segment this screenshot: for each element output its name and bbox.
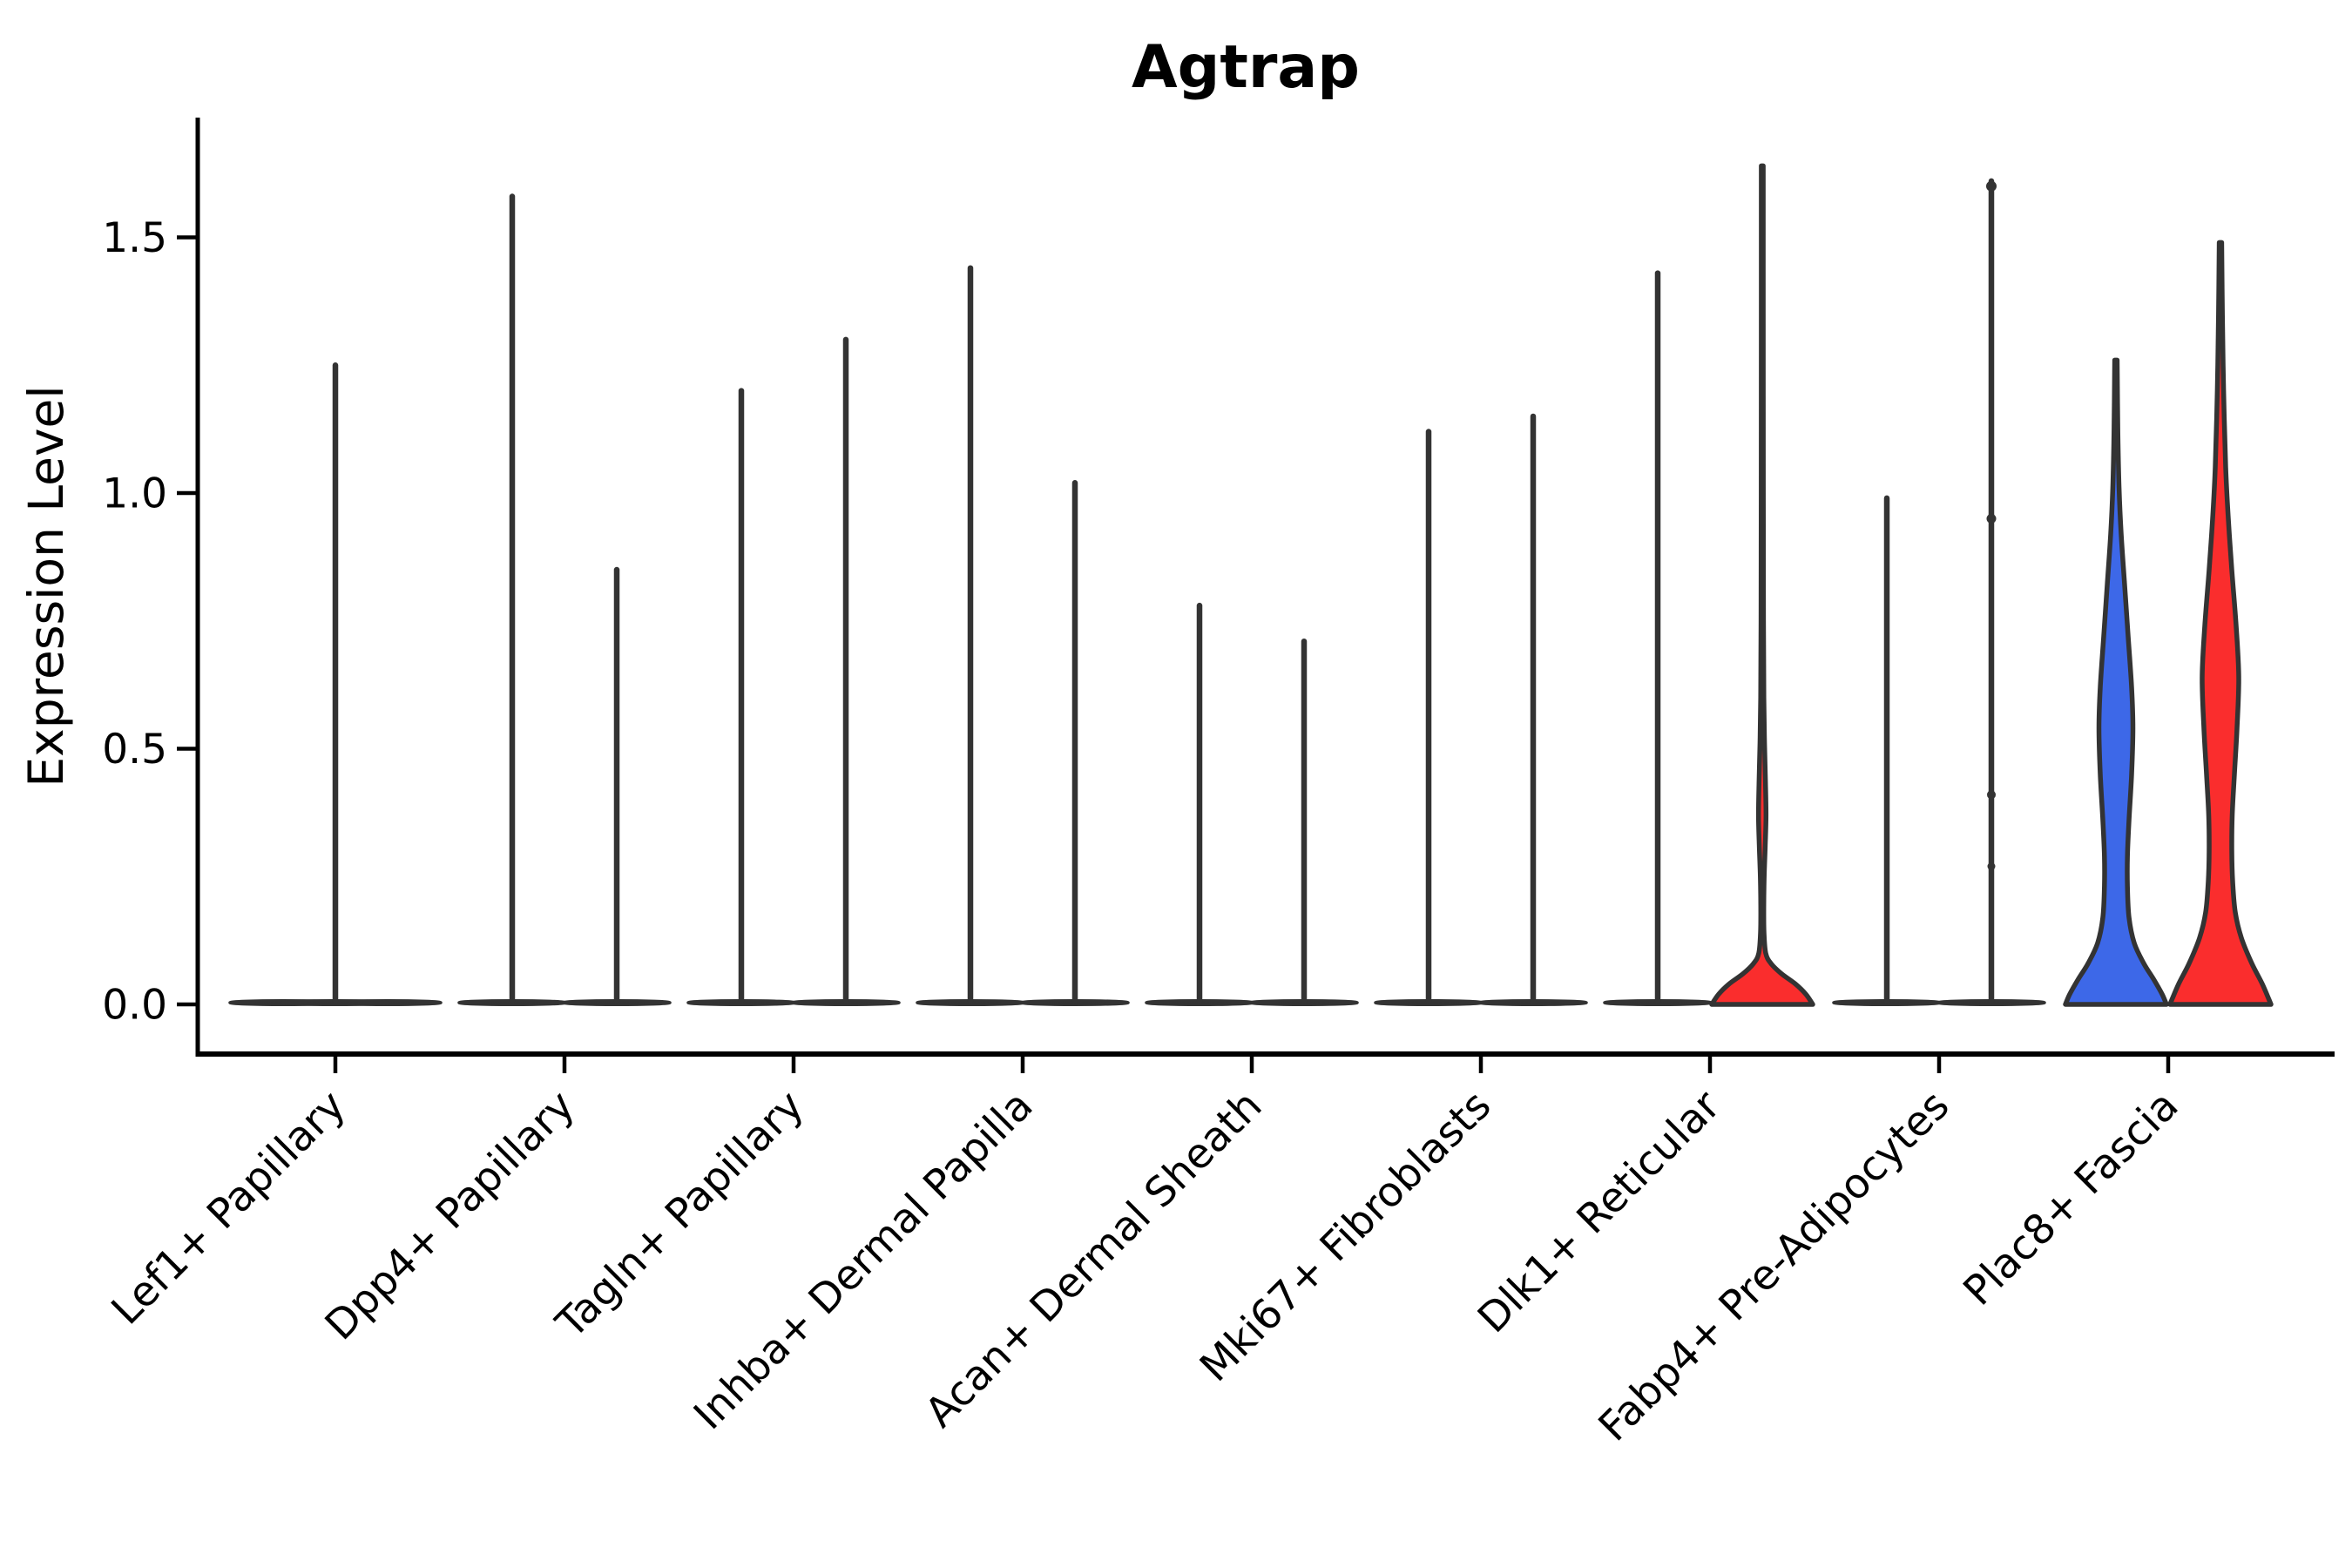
x-tick-label: Dpp4+ Papillary xyxy=(316,1082,585,1350)
chart-title: Agtrap xyxy=(1132,33,1360,102)
x-tick-label: Lef1+ Papillary xyxy=(103,1082,355,1335)
spike-knob xyxy=(1986,180,1997,192)
violin-layer xyxy=(228,163,2274,1007)
y-axis-label: Expression Level xyxy=(18,385,74,787)
x-tick-label: Tagln+ Papillary xyxy=(547,1082,814,1348)
spike-knob xyxy=(1986,513,1997,524)
x-tick-label: Dlk1+ Reticular xyxy=(1469,1081,1730,1342)
spike-knob xyxy=(1987,790,1996,800)
x-tick-label: Plac8+ Fascia xyxy=(1955,1082,2188,1315)
violin-right-density xyxy=(1709,163,1815,1007)
spike-knob xyxy=(1987,862,1996,871)
violin-right-density xyxy=(2167,240,2274,1007)
y-tick-label: 0.0 xyxy=(102,981,167,1029)
y-tick-label: 1.5 xyxy=(102,214,167,262)
y-tick-label: 0.5 xyxy=(102,726,167,774)
y-tick-label: 1.0 xyxy=(102,470,167,517)
violin-left-density xyxy=(2063,357,2169,1007)
